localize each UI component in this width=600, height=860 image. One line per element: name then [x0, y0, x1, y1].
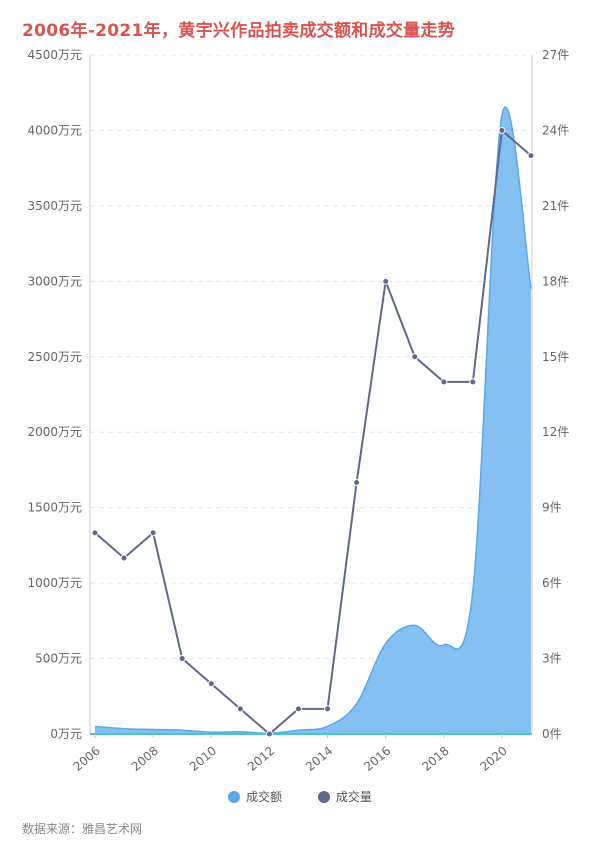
data-source-note: 数据来源：雅昌艺术网	[22, 822, 143, 836]
left-axis-tick-label: 2000万元	[27, 425, 82, 439]
x-axis-tick-label: 2014	[303, 744, 335, 774]
count-point	[120, 554, 128, 562]
left-axis-tick-label: 4000万元	[27, 123, 82, 137]
right-axis-tick-label: 27件	[542, 48, 569, 62]
legend: 成交额 成交量	[0, 788, 600, 806]
amount-area-series	[94, 106, 532, 735]
left-axis-tick-label: 0万元	[50, 727, 82, 741]
count-line	[94, 128, 532, 736]
count-point	[353, 479, 361, 487]
left-axis-tick-label: 1500万元	[27, 501, 82, 515]
x-axis-tick-label: 2018	[419, 744, 451, 774]
x-axis-tick-label: 2008	[129, 744, 161, 774]
count-point	[91, 529, 99, 537]
legend-label-amount: 成交额	[246, 790, 283, 804]
count-point	[527, 152, 535, 160]
legend-item-count[interactable]: 成交量	[317, 788, 372, 805]
right-axis-tick-label: 12件	[542, 425, 569, 439]
right-axis-tick-label: 24件	[542, 123, 569, 137]
count-line-series	[91, 126, 535, 738]
left-axis-tick-label: 3500万元	[27, 199, 82, 213]
amount-area-outline	[94, 106, 532, 735]
count-point	[440, 378, 448, 386]
count-point	[498, 126, 506, 134]
legend-swatch-amount	[228, 790, 241, 803]
x-axis-tick-label: 2006	[71, 744, 103, 774]
axes	[89, 55, 533, 738]
count-point	[207, 680, 215, 688]
count-point	[178, 655, 186, 663]
grid-lines	[90, 54, 532, 660]
x-axis-tick-label: 2016	[361, 744, 393, 774]
left-axis-tick-label: 500万元	[35, 652, 82, 666]
count-point	[149, 529, 157, 537]
chart-title: 2006年-2021年，黄宇兴作品拍卖成交额和成交量走势	[22, 21, 456, 41]
right-axis-tick-label: 9件	[542, 501, 562, 515]
count-point	[324, 705, 332, 713]
left-axis-tick-label: 1000万元	[27, 576, 82, 590]
right-axis-tick-label: 3件	[542, 652, 562, 666]
left-axis-tick-label: 4500万元	[27, 48, 82, 62]
left-axis-tick-label: 2500万元	[27, 350, 82, 364]
count-point	[382, 277, 390, 285]
count-point	[469, 378, 477, 386]
right-axis-tick-label: 6件	[542, 576, 562, 590]
x-axis-tick-label: 2020	[477, 744, 509, 774]
count-point	[265, 730, 273, 738]
right-axis-tick-label: 0件	[542, 727, 562, 741]
x-axis-tick-label: 2012	[245, 744, 277, 774]
right-axis-tick-label: 15件	[542, 350, 569, 364]
legend-label-count: 成交量	[335, 790, 372, 804]
count-point	[294, 705, 302, 713]
right-axis-tick-label: 18件	[542, 274, 569, 288]
legend-item-amount[interactable]: 成交额	[228, 788, 282, 805]
left-axis-tick-label: 3000万元	[27, 274, 82, 288]
count-point	[411, 353, 419, 361]
x-axis-tick-label: 2010	[187, 744, 219, 774]
right-axis-tick-label: 21件	[542, 199, 569, 213]
count-point	[236, 705, 244, 713]
legend-swatch-count	[317, 790, 330, 803]
amount-area	[95, 107, 531, 734]
